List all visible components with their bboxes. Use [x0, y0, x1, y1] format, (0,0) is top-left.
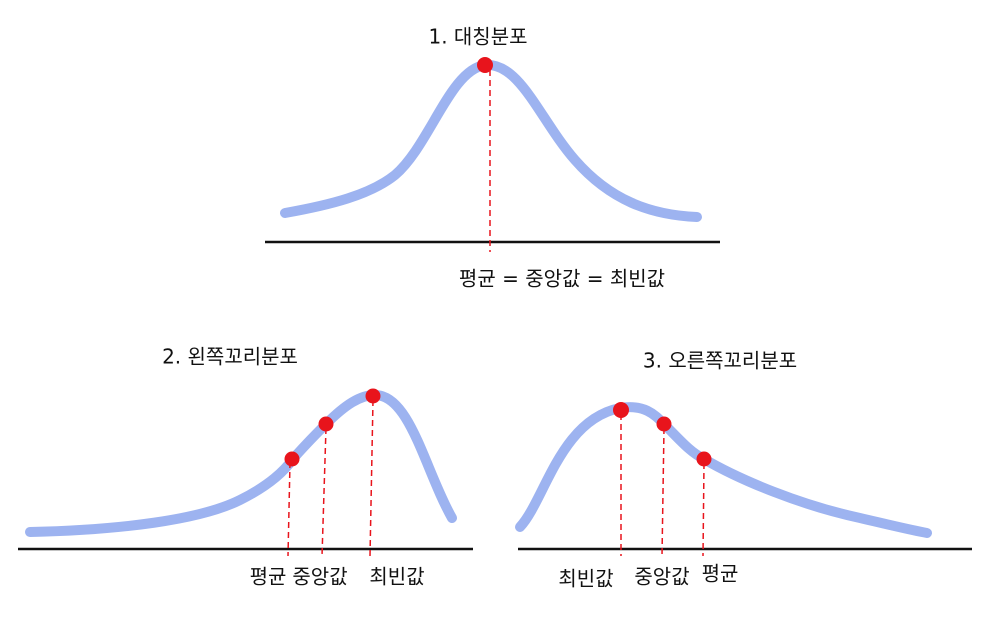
median-dot — [318, 416, 334, 432]
median-dot — [656, 416, 672, 432]
distribution-curve — [515, 402, 932, 538]
label: 평균 — [250, 565, 287, 589]
mode-dot — [365, 388, 381, 404]
mode-dot — [613, 402, 629, 418]
distribution-curve — [280, 59, 702, 222]
panel-symmetric: 1. 대칭분포 평균 = 중앙값 = 최빈값 — [265, 25, 720, 291]
dashed-line — [661, 427, 665, 557]
mean-dot — [696, 451, 712, 467]
label: 평균 — [702, 562, 739, 586]
panel-title: 3. 오른쪽꼬리분포 — [643, 349, 797, 373]
distribution-curve — [25, 390, 457, 537]
panel-title: 1. 대칭분포 — [428, 25, 527, 49]
panel-right-tail: 3. 오른쪽꼬리분포 최빈값 중앙값 평균 — [515, 349, 972, 591]
mean-dot — [284, 451, 300, 467]
dashed-line — [702, 462, 705, 557]
label: 중앙값 — [292, 565, 347, 589]
label: 중앙값 — [634, 565, 689, 589]
panel-title: 2. 왼쪽꼬리분포 — [162, 345, 298, 369]
dashed-line — [287, 461, 291, 557]
dashed-line — [321, 427, 327, 557]
peak-dot — [477, 57, 493, 73]
panel-left-tail: 2. 왼쪽꼬리분포 평균 중앙값 최빈값 — [18, 345, 473, 589]
label: 평균 = 중앙값 = 최빈값 — [459, 267, 665, 291]
dashed-line — [369, 399, 374, 557]
label: 최빈값 — [369, 565, 424, 589]
label: 최빈값 — [558, 567, 613, 591]
